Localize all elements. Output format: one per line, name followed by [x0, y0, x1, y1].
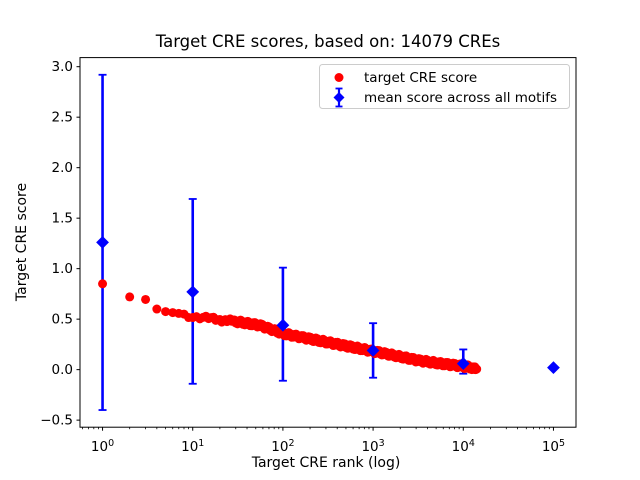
- y-tick-label: 1.5: [52, 211, 73, 227]
- cre-score-point: [98, 279, 108, 289]
- legend-label-mean-score: mean score across all motifs: [364, 90, 557, 106]
- legend: target CRE score mean score across all m…: [319, 64, 570, 109]
- y-axis-label: Target CRE score: [14, 183, 30, 302]
- chart-title: Target CRE scores, based on: 14079 CREs: [155, 32, 501, 51]
- y-tick-label: −0.5: [40, 413, 73, 429]
- x-tick-label: 100: [91, 438, 114, 455]
- cre-score-point: [141, 294, 151, 304]
- legend-mean-score-marker-icon: [333, 87, 345, 108]
- plot-area: [80, 57, 576, 428]
- legend-frame: [319, 64, 570, 109]
- x-axis-label: Target CRE rank (log): [251, 455, 401, 471]
- cre-score-point: [472, 364, 482, 374]
- cre-score-point: [161, 307, 171, 317]
- mean-score-point: [366, 344, 380, 357]
- x-tick-label: 103: [361, 438, 384, 455]
- x-tick-label: 105: [542, 438, 565, 455]
- y-tick-label: 0.0: [52, 362, 73, 378]
- y-tick-label: 2.5: [52, 110, 73, 126]
- y-tick-label: 2.0: [52, 160, 73, 176]
- mean-score-point: [456, 357, 470, 370]
- y-tick-label: 1.0: [52, 261, 73, 277]
- legend-diamond-glyph: [333, 92, 345, 103]
- cre-score-point: [152, 304, 162, 314]
- x-tick-label: 101: [181, 438, 204, 455]
- axes-frame: [79, 57, 577, 428]
- x-tick-label: 104: [452, 438, 475, 455]
- mean-score-point: [96, 236, 109, 249]
- y-tick-label: 3.0: [52, 59, 73, 75]
- y-tick-label: 0.5: [52, 312, 73, 328]
- legend-target-score-marker-icon: [334, 73, 344, 82]
- mean-score-point: [186, 285, 200, 299]
- x-tick-label: 102: [271, 438, 294, 455]
- mean-score-point: [547, 361, 560, 375]
- mean-score-point: [276, 318, 290, 332]
- cre-score-point: [125, 292, 135, 302]
- plot-content: 100 101 102 103 104 105 3.0 2.5 2.0 1.5 1.0 0.5 0.0 −…: [40, 59, 565, 455]
- legend-label-target-score: target CRE score: [364, 70, 477, 86]
